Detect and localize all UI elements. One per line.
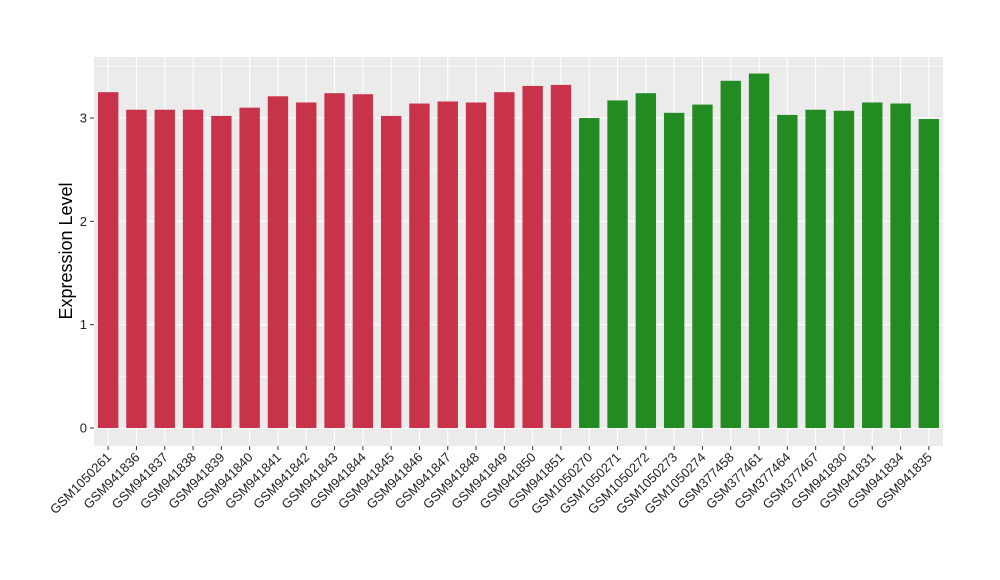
bar-GSM941842 bbox=[296, 102, 317, 428]
bars bbox=[97, 73, 940, 429]
x-axis-ticks: GSM1050261GSM941836GSM941837GSM941838GSM… bbox=[47, 446, 935, 517]
bar-GSM941836 bbox=[126, 109, 147, 428]
bar-GSM941834 bbox=[890, 103, 911, 428]
y-axis-ticks: 0 1 2 3 bbox=[80, 111, 94, 436]
plot-panel bbox=[94, 57, 943, 446]
bar-GSM377467 bbox=[805, 109, 826, 428]
bar-GSM941844 bbox=[352, 94, 374, 428]
bar-GSM941847 bbox=[437, 101, 458, 428]
bar-GSM941841 bbox=[267, 96, 289, 429]
bar-GSM941851 bbox=[550, 84, 572, 429]
bar-GSM941831 bbox=[862, 102, 883, 428]
y-tick-label: 1 bbox=[80, 317, 87, 332]
bar-GSM941838 bbox=[182, 109, 204, 428]
bar-GSM1050274 bbox=[692, 104, 713, 428]
bar-GSM941846 bbox=[409, 103, 430, 428]
bar-GSM941848 bbox=[465, 102, 487, 428]
bar-GSM941837 bbox=[154, 109, 175, 428]
bar-GSM941839 bbox=[211, 115, 232, 429]
bar-GSM941849 bbox=[494, 92, 515, 429]
bar-GSM941845 bbox=[380, 115, 402, 429]
y-tick-label: 0 bbox=[80, 421, 87, 436]
bar-GSM941850 bbox=[522, 85, 543, 428]
bar-GSM1050272 bbox=[635, 93, 657, 428]
bar-GSM941843 bbox=[324, 93, 345, 428]
bar-GSM1050270 bbox=[579, 118, 600, 428]
bar-GSM941835 bbox=[918, 119, 940, 428]
bar-GSM1050273 bbox=[663, 112, 685, 428]
bar-GSM941840 bbox=[239, 107, 260, 429]
y-tick-label: 3 bbox=[80, 111, 87, 126]
bar-GSM941830 bbox=[833, 110, 855, 429]
bar-GSM377458 bbox=[720, 80, 741, 429]
bar-GSM377464 bbox=[777, 114, 798, 429]
bar-GSM1050261 bbox=[97, 92, 119, 429]
y-tick-label: 2 bbox=[80, 214, 87, 229]
bar-GSM1050271 bbox=[607, 100, 628, 429]
bar-GSM377461 bbox=[748, 73, 770, 428]
y-axis-title: Expression Level bbox=[56, 182, 76, 319]
